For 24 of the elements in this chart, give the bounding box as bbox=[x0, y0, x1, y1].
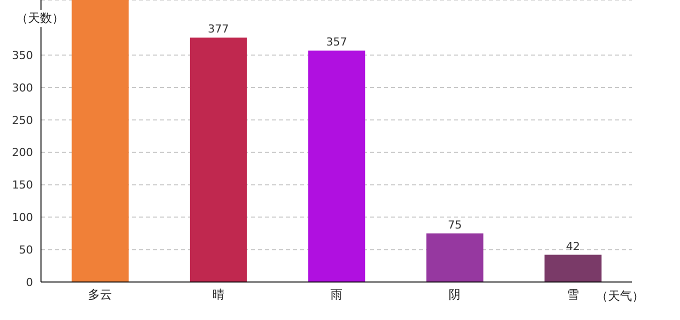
x-tick-label: 雨 bbox=[330, 288, 342, 302]
y-tick-label: 350 bbox=[12, 49, 33, 62]
y-tick-label: 200 bbox=[12, 146, 33, 160]
y-tick-label: 250 bbox=[12, 114, 33, 127]
x-axis-title: （天气） bbox=[596, 288, 644, 305]
x-tick-label: 雪 bbox=[566, 288, 579, 302]
x-tick-label: 阴 bbox=[448, 288, 461, 302]
bar bbox=[426, 233, 484, 282]
bar bbox=[190, 38, 247, 282]
y-tick-label: 100 bbox=[12, 211, 33, 224]
bar bbox=[544, 254, 602, 282]
y-tick-label: 50 bbox=[19, 243, 33, 256]
x-tick-label: 多云 bbox=[88, 288, 112, 302]
y-axis-title: （天数） bbox=[14, 10, 66, 27]
y-tick-label: 0 bbox=[26, 276, 33, 289]
y-tick-label: 300 bbox=[12, 81, 33, 94]
bar bbox=[308, 50, 366, 282]
data-label: 377 bbox=[208, 22, 229, 36]
data-label: 357 bbox=[326, 36, 348, 49]
x-tick-label: 晴 bbox=[212, 288, 224, 302]
data-label: 42 bbox=[566, 240, 580, 253]
data-label: 75 bbox=[448, 218, 462, 232]
bar bbox=[72, 0, 129, 282]
y-tick-label: 150 bbox=[12, 178, 33, 192]
